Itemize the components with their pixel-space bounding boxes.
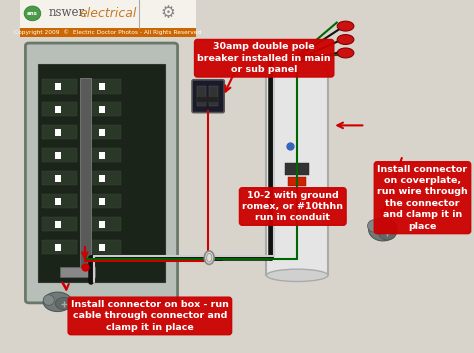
Bar (285, 163, 310, 175)
Bar (55, 221, 61, 228)
Bar (42, 148, 77, 162)
Bar (99, 221, 105, 228)
Bar (86, 171, 121, 185)
Text: Install connector on box - run
cable through connector and
clamp it in place: Install connector on box - run cable thr… (71, 300, 229, 332)
Bar (55, 198, 61, 205)
Ellipse shape (266, 269, 328, 282)
Bar (55, 244, 61, 251)
Bar (99, 129, 105, 136)
Bar (86, 194, 121, 208)
Bar (197, 86, 206, 106)
Bar (20, 28, 196, 37)
Ellipse shape (55, 297, 73, 310)
Ellipse shape (337, 48, 354, 58)
Text: nswer.: nswer. (49, 6, 87, 19)
Bar (42, 102, 77, 116)
Bar (86, 148, 121, 162)
Ellipse shape (369, 218, 397, 241)
Ellipse shape (337, 35, 354, 44)
Bar (86, 79, 121, 94)
Bar (197, 97, 218, 102)
Text: 30amp double pole
breaker installed in main
or sub panel: 30amp double pole breaker installed in m… (197, 42, 331, 74)
Bar (99, 198, 105, 205)
Bar (55, 106, 61, 113)
Text: ⚙: ⚙ (160, 5, 175, 22)
Bar (20, 0, 196, 28)
Bar (55, 175, 61, 182)
Bar (60, 267, 95, 277)
Bar (99, 175, 105, 182)
Bar (99, 83, 105, 90)
Text: electrical: electrical (80, 7, 137, 20)
Bar (209, 86, 218, 106)
Bar (80, 78, 91, 268)
Bar (42, 79, 77, 94)
Bar (86, 102, 121, 116)
Bar (55, 83, 61, 90)
Text: Copyright 2009  ©  Electric Doctor Photos - All Rights Reserved: Copyright 2009 © Electric Doctor Photos … (15, 30, 202, 35)
Text: Install connector
on coverplate,
run wire through
the connector
and clamp it in
: Install connector on coverplate, run wir… (377, 164, 468, 231)
Bar (293, 46, 298, 67)
Bar (86, 240, 121, 254)
Bar (42, 217, 77, 231)
Ellipse shape (379, 226, 396, 240)
Bar (99, 244, 105, 251)
Bar (55, 152, 61, 159)
Ellipse shape (24, 6, 41, 21)
Bar (266, 67, 328, 275)
Bar (42, 125, 77, 139)
Bar (288, 177, 306, 186)
Ellipse shape (43, 295, 54, 305)
Bar (99, 106, 105, 113)
Bar (38, 64, 165, 282)
Ellipse shape (337, 21, 354, 31)
Ellipse shape (266, 61, 328, 73)
Text: ans: ans (27, 11, 38, 16)
Bar (99, 152, 105, 159)
FancyBboxPatch shape (192, 80, 224, 113)
Bar (86, 125, 121, 139)
Ellipse shape (367, 220, 381, 232)
Text: 10-2 with ground
romex, or #10thhn
run in conduit: 10-2 with ground romex, or #10thhn run i… (242, 191, 343, 222)
FancyBboxPatch shape (26, 43, 178, 303)
Bar (55, 129, 61, 136)
Ellipse shape (204, 251, 214, 264)
Ellipse shape (43, 292, 72, 312)
Bar (42, 194, 77, 208)
Bar (42, 171, 77, 185)
Bar (86, 217, 121, 231)
Bar (139, 0, 196, 28)
Bar (42, 240, 77, 254)
